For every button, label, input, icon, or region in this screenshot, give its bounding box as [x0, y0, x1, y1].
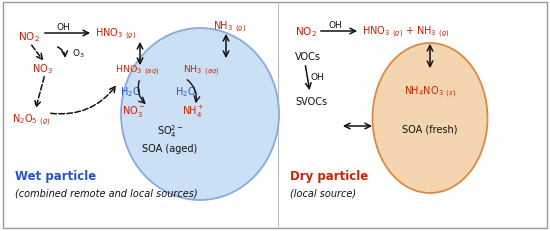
Text: OH: OH: [310, 72, 324, 81]
Ellipse shape: [372, 44, 487, 193]
Text: OH: OH: [56, 22, 70, 31]
Text: HNO$_3$ $_{(g)}$: HNO$_3$ $_{(g)}$: [95, 26, 136, 42]
Text: HNO$_3$ $_{(g)}$ + NH$_3$ $_{(g)}$: HNO$_3$ $_{(g)}$ + NH$_3$ $_{(g)}$: [362, 24, 450, 40]
Text: NO$_3$: NO$_3$: [32, 62, 53, 76]
Text: Wet particle: Wet particle: [15, 170, 96, 183]
Text: N$_2$O$_{5}$ $_{(g)}$: N$_2$O$_{5}$ $_{(g)}$: [12, 112, 51, 127]
Text: (combined remote and local sources): (combined remote and local sources): [15, 188, 197, 198]
Text: Dry particle: Dry particle: [290, 170, 368, 183]
Text: NO$_3^-$: NO$_3^-$: [122, 104, 145, 119]
Text: OH: OH: [328, 20, 342, 29]
Text: SOA (fresh): SOA (fresh): [402, 123, 458, 134]
Text: (local source): (local source): [290, 188, 356, 198]
Ellipse shape: [121, 29, 279, 200]
Text: VOCs: VOCs: [295, 52, 321, 62]
Text: H$_2$O: H$_2$O: [120, 85, 141, 98]
Text: NH$_4$NO$_{3}$ $_{(s)}$: NH$_4$NO$_{3}$ $_{(s)}$: [404, 84, 456, 99]
Text: O$_3$: O$_3$: [72, 48, 85, 60]
Text: SO$_4^{2-}$: SO$_4^{2-}$: [157, 123, 183, 140]
Text: SOA (aged): SOA (aged): [142, 143, 197, 153]
Text: NO$_2$: NO$_2$: [295, 25, 317, 39]
Text: NH$_4^+$: NH$_4^+$: [182, 103, 205, 119]
Text: HNO$_3$ $_{(aq)}$: HNO$_3$ $_{(aq)}$: [115, 64, 160, 78]
Text: H$_2$O: H$_2$O: [175, 85, 196, 98]
Text: SVOCs: SVOCs: [295, 97, 327, 106]
Text: NH$_3$ $_{(aq)}$: NH$_3$ $_{(aq)}$: [183, 64, 219, 78]
Text: NH$_3$ $_{(g)}$: NH$_3$ $_{(g)}$: [213, 19, 246, 35]
Text: NO$_2$: NO$_2$: [18, 30, 40, 44]
FancyBboxPatch shape: [3, 3, 547, 228]
